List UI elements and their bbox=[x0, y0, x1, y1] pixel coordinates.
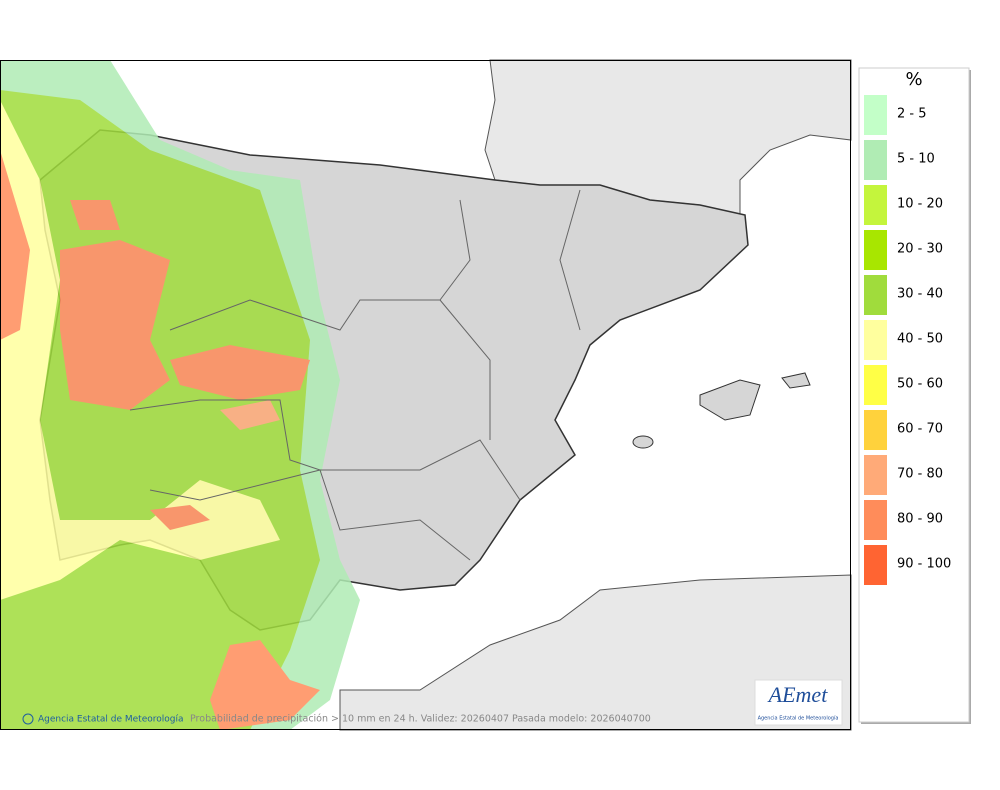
legend-swatch bbox=[864, 230, 887, 270]
logo-subtitle: Agencia Estatal de Meteorología bbox=[758, 715, 839, 722]
legend-swatch bbox=[864, 140, 887, 180]
legend-label: 70 - 80 bbox=[897, 467, 943, 482]
legend-label: 60 - 70 bbox=[897, 422, 943, 437]
area-80-90 bbox=[150, 505, 210, 530]
boundaries bbox=[129, 189, 581, 561]
legend-swatch bbox=[864, 500, 887, 540]
legend-swatch bbox=[864, 455, 887, 495]
logo: AEmet Agencia Estatal de Meteorología bbox=[754, 679, 843, 726]
legend-label: 30 - 40 bbox=[897, 287, 943, 302]
logo-box bbox=[754, 679, 843, 726]
legend-swatch bbox=[864, 365, 887, 405]
legend-label: 10 - 20 bbox=[897, 197, 943, 212]
legend-label: 40 - 50 bbox=[897, 332, 943, 347]
area-80-90 bbox=[0, 150, 30, 340]
legend-title: % bbox=[905, 69, 922, 90]
menorca bbox=[781, 372, 811, 389]
mallorca bbox=[699, 379, 761, 421]
area-40-50 bbox=[0, 100, 280, 600]
legend: % 2 - 5 5 - 10 10 - 20 20 - 30 30 - 40 40 - 5… bbox=[858, 67, 971, 724]
legend-label: 20 - 30 bbox=[897, 242, 943, 257]
legend-label: 80 - 90 bbox=[897, 512, 943, 527]
legend-label: 90 - 100 bbox=[897, 557, 951, 572]
map bbox=[0, 59, 852, 731]
area-80-90 bbox=[60, 240, 170, 410]
area-70-80 bbox=[220, 400, 280, 430]
credit: Agencia Estatal de Meteorología bbox=[38, 715, 184, 725]
map-frame bbox=[0, 60, 851, 730]
legend-swatch bbox=[864, 275, 887, 315]
legend-label: 2 - 5 bbox=[897, 107, 927, 122]
area-80-90 bbox=[210, 640, 320, 730]
legend-swatch bbox=[864, 545, 887, 585]
ibiza bbox=[632, 435, 654, 449]
precipitation bbox=[0, 60, 360, 730]
legend-swatch bbox=[864, 185, 887, 225]
copyright-icon bbox=[22, 713, 34, 725]
logo-name: AEmet bbox=[767, 682, 829, 707]
legend-label: 5 - 10 bbox=[897, 152, 935, 167]
legend-swatch bbox=[864, 320, 887, 360]
area-80-90 bbox=[70, 200, 120, 230]
footer: Agencia Estatal de Meteorología Probabil… bbox=[22, 713, 651, 725]
legend-swatch bbox=[864, 410, 887, 450]
legend-swatch bbox=[864, 95, 887, 135]
legend-label: 50 - 60 bbox=[897, 377, 943, 392]
area-80-90 bbox=[170, 345, 310, 400]
caption: Probabilidad de precipitación > 10 mm en… bbox=[190, 714, 651, 725]
